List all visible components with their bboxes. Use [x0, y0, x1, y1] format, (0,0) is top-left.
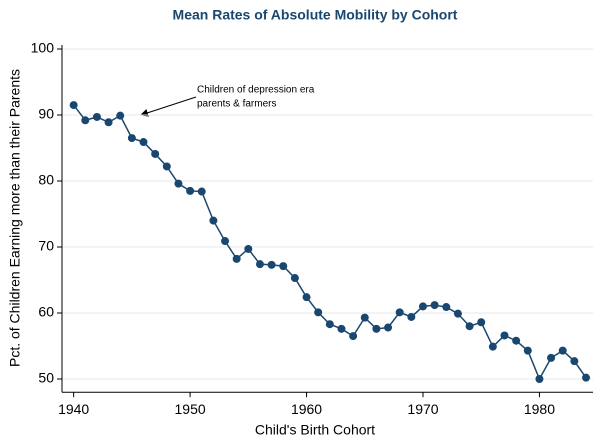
data-point — [302, 293, 311, 302]
data-point — [186, 186, 195, 195]
data-point — [372, 324, 381, 333]
x-tick-label: 1940 — [58, 401, 89, 417]
data-point — [395, 308, 404, 317]
data-point — [267, 260, 276, 269]
x-axis-label: Child's Birth Cohort — [255, 422, 375, 438]
annotation-arrow — [140, 96, 197, 117]
data-point — [290, 274, 299, 283]
data-point — [81, 116, 90, 125]
data-point — [430, 301, 439, 310]
data-point — [116, 111, 125, 120]
annotation: Children of depression era — [197, 85, 315, 96]
data-point — [477, 318, 486, 327]
data-point — [337, 324, 346, 333]
data-point — [232, 254, 241, 263]
data-point — [512, 336, 521, 345]
data-point — [500, 331, 509, 340]
chart-title: Mean Rates of Absolute Mobility by Cohor… — [173, 7, 458, 23]
data-point — [349, 332, 358, 341]
data-point — [418, 302, 427, 311]
data-point — [384, 323, 393, 332]
y-tick-label: 70 — [38, 238, 54, 254]
data-point — [558, 346, 567, 355]
data-point — [570, 357, 579, 366]
y-tick-label: 100 — [31, 40, 55, 56]
data-point — [162, 162, 171, 171]
x-tick-label: 1970 — [407, 401, 438, 417]
data-point — [407, 312, 416, 321]
data-point — [582, 373, 591, 382]
data-point — [139, 138, 148, 147]
data-line — [73, 104, 587, 381]
data-point — [535, 375, 544, 383]
data-point — [209, 216, 218, 225]
data-point — [174, 179, 183, 188]
data-point — [465, 322, 474, 331]
data-point — [523, 346, 532, 355]
data-point — [92, 112, 101, 121]
data-point — [151, 149, 160, 158]
data-point — [453, 309, 462, 318]
y-tick-label: 90 — [38, 106, 54, 122]
x-tick-label: 1980 — [524, 401, 555, 417]
data-point — [547, 353, 556, 362]
y-tick-label: 60 — [38, 304, 54, 320]
y-tick-label: 50 — [38, 370, 54, 386]
data-point — [442, 303, 451, 312]
x-tick-label: 1950 — [175, 401, 206, 417]
data-point — [325, 320, 334, 329]
y-tick-label: 80 — [38, 172, 54, 188]
data-point — [244, 244, 253, 253]
data-point — [255, 260, 264, 269]
data-point — [221, 237, 230, 246]
data-point — [314, 308, 323, 317]
annotation: parents & farmers — [197, 99, 276, 110]
data-point — [279, 262, 288, 271]
data-point — [488, 342, 497, 351]
data-point — [104, 118, 113, 127]
data-point — [127, 134, 136, 143]
data-point — [69, 101, 78, 110]
data-point — [197, 187, 206, 196]
x-tick-label: 1960 — [291, 401, 322, 417]
y-axis-label: Pct. of Children Earning more than their… — [7, 69, 23, 367]
data-point — [360, 313, 369, 322]
